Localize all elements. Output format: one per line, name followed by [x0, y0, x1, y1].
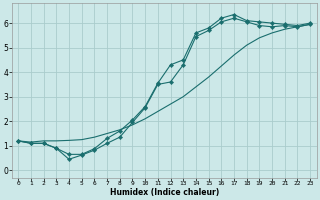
X-axis label: Humidex (Indice chaleur): Humidex (Indice chaleur) — [109, 188, 219, 197]
